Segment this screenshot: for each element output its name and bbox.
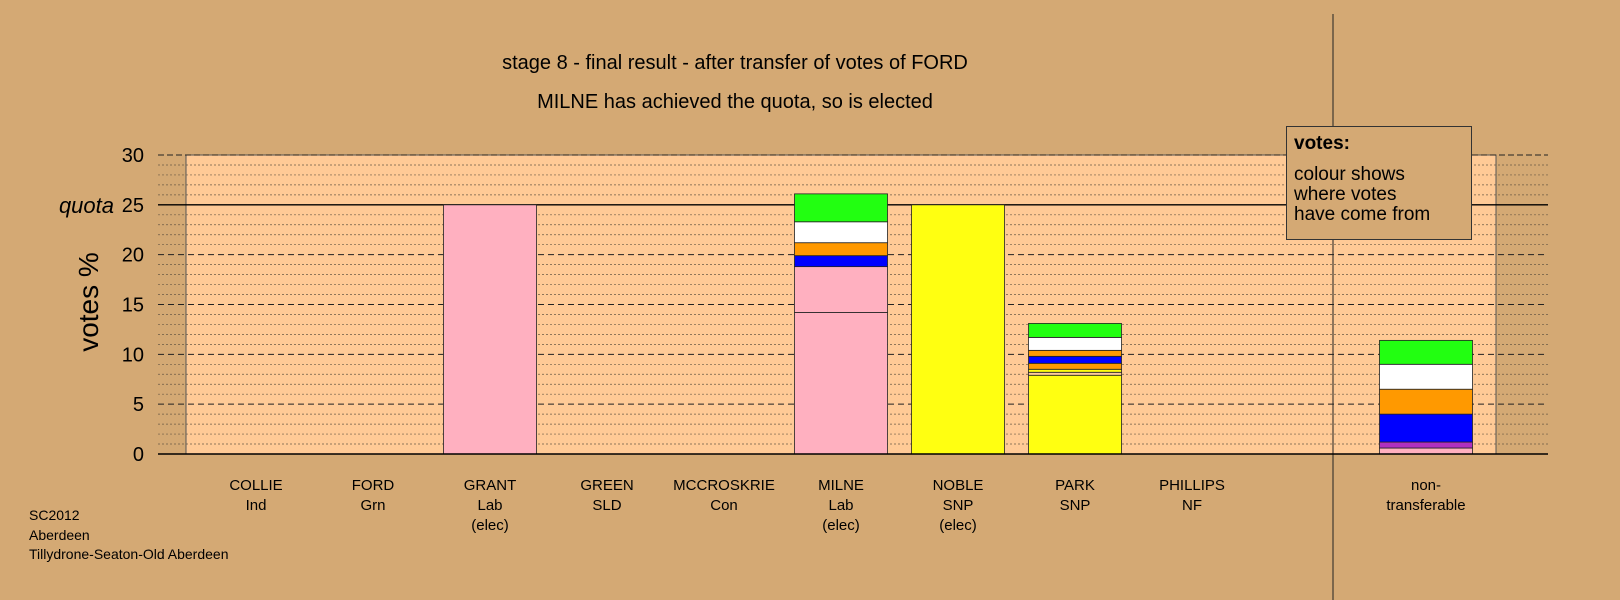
bar-segment [1028,371,1122,376]
x-tick-label: MCCROSKRIE [673,477,775,494]
bar-segment [1028,362,1122,370]
bar-segment [794,255,888,268]
chart-subtitle: MILNE has achieved the quota, so is elec… [537,91,933,113]
footer-council: Aberdeen [29,527,90,543]
legend-title: votes: [1294,133,1350,154]
bar-segment [1379,339,1473,365]
x-tick-label: GRANT [464,477,517,494]
x-tick-label: Lab [828,497,853,514]
bar-segment [794,221,888,244]
x-tick-label: non- [1411,477,1441,494]
x-tick-label: Con [710,497,738,514]
x-tick-label: SNP [1060,497,1091,514]
bar-segment [1028,349,1122,357]
x-tick-label: SNP [943,497,974,514]
bar-segment [1379,388,1473,415]
bar-segment [794,193,888,223]
quota-label: quota [59,193,114,218]
x-tick-label: Lab [477,497,502,514]
x-tick-label: MILNE [818,477,864,494]
y-tick-label: 10 [122,344,144,366]
x-tick-label: GREEN [580,477,633,494]
y-tick-label: 0 [133,444,144,466]
x-tick-label: SLD [592,497,621,514]
bar-segment [443,204,537,455]
x-tick-label: (elec) [471,517,509,534]
bar-segment [794,242,888,257]
legend-line: have come from [1294,204,1431,225]
x-tick-label: (elec) [822,517,860,534]
x-tick-label: Grn [360,497,385,514]
bar-segment [911,204,1005,455]
bar-segment [1379,413,1473,443]
x-tick-label: (elec) [939,517,977,534]
bars [443,193,1473,455]
y-tick-label: 25 [122,195,144,217]
legend-box: votes: colour shows where votes have com… [1286,126,1472,240]
legend-line: colour shows [1294,164,1405,185]
y-axis-label: votes % [73,252,104,352]
x-tick-label: COLLIE [229,477,282,494]
bar-segment [794,312,888,455]
bar-segment [1379,441,1473,449]
x-tick-label: Ind [246,497,267,514]
bar-segment [1028,323,1122,338]
x-tick-label: FORD [352,477,395,494]
bar-segment [1028,355,1122,364]
bar-segment [1028,336,1122,351]
y-tick-labels: 0 5 10 15 20 25 30 [122,145,144,466]
chart-title: stage 8 - final result - after transfer … [502,52,968,74]
y-tick-label: 30 [122,145,144,167]
bar-segment [1379,447,1473,455]
x-tick-label: NF [1182,497,1202,514]
bar-segment [1379,363,1473,390]
bar-segment [794,266,888,313]
y-tick-label: 20 [122,245,144,267]
footer-election: SC2012 [29,507,80,523]
x-tick-label: NOBLE [933,477,984,494]
x-tick-label: PARK [1055,477,1095,494]
x-tick-label: transferable [1386,497,1465,514]
y-tick-label: 15 [122,295,144,317]
y-tick-label: 5 [133,394,144,416]
footer-ward: Tillydrone-Seaton-Old Aberdeen [29,546,229,562]
bar-segment [1028,368,1122,373]
legend-line: where votes [1294,184,1397,205]
x-tick-label: PHILLIPS [1159,477,1225,494]
x-tick-labels: COLLIE Ind FORD Grn GRANT Lab (elec) GREEN SLD MC… [229,477,1465,534]
bar-segment [1028,374,1122,455]
